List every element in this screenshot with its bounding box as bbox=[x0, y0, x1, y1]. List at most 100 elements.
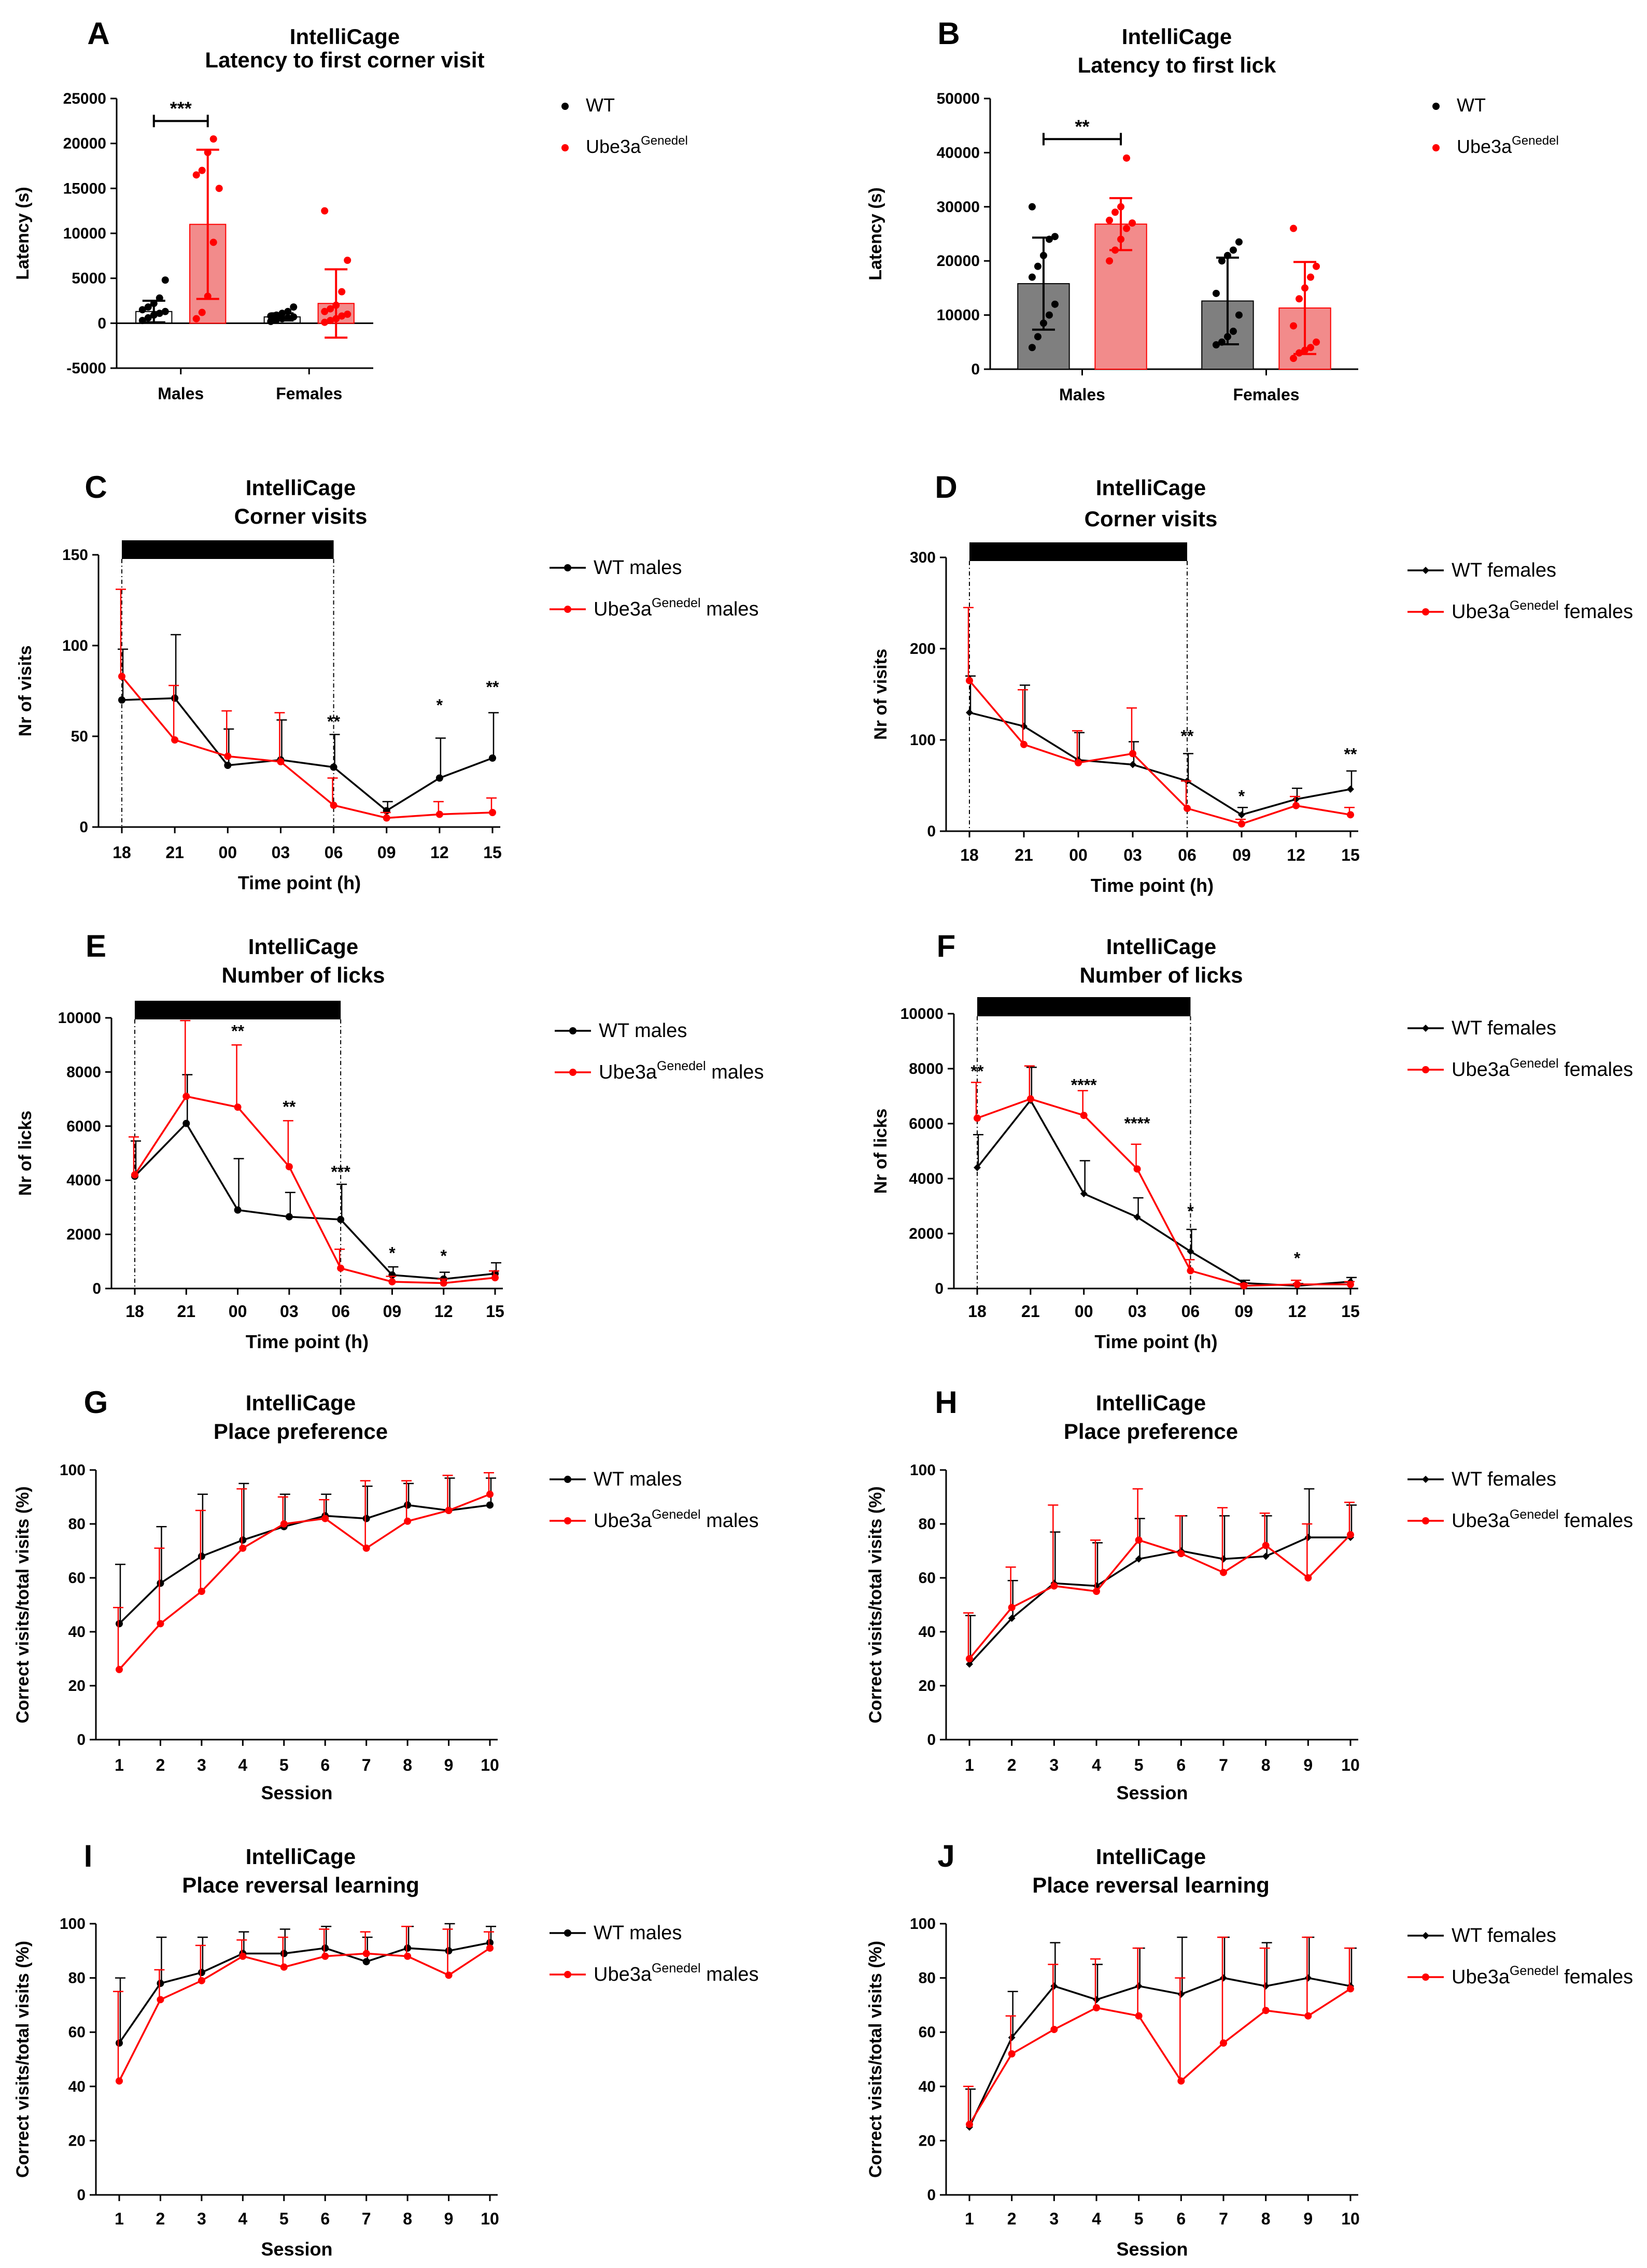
data-point bbox=[1220, 1569, 1227, 1576]
y-tick-label: 60 bbox=[919, 1570, 936, 1587]
data-point bbox=[491, 1274, 499, 1282]
data-point bbox=[321, 318, 329, 326]
data-point bbox=[150, 300, 158, 307]
y-tick-label: 8000 bbox=[66, 1063, 101, 1081]
legend-marker bbox=[564, 564, 571, 571]
y-tick-label: 60 bbox=[68, 1570, 86, 1587]
y-tick-label: 20 bbox=[68, 2132, 86, 2149]
data-point bbox=[489, 754, 496, 762]
data-point bbox=[362, 1950, 370, 1957]
data-point bbox=[1020, 722, 1027, 730]
panel-label: D bbox=[935, 470, 957, 505]
legend-name: Ube3a bbox=[1457, 136, 1512, 157]
panel-H: IntelliCage Place preference H Correct visi… bbox=[866, 1385, 1633, 1803]
y-tick-label: 20000 bbox=[937, 253, 980, 270]
legend-superscript: Genedel bbox=[1510, 1964, 1559, 1978]
x-tick-label: 2 bbox=[1007, 1756, 1017, 1774]
x-tick-label: 5 bbox=[279, 2209, 289, 2228]
legend-suffix: males bbox=[701, 1964, 759, 1985]
data-point bbox=[198, 1977, 205, 1984]
data-point bbox=[157, 1980, 164, 1987]
data-point bbox=[1220, 2039, 1227, 2047]
significance-stars: * bbox=[389, 1244, 396, 1263]
x-axis-label: Time point (h) bbox=[238, 872, 361, 893]
legend-label: Ube3aGenedel males bbox=[594, 1961, 758, 1985]
x-tick-label: 09 bbox=[377, 843, 396, 862]
data-point bbox=[486, 1490, 494, 1498]
y-tick-label: 20 bbox=[68, 1677, 86, 1695]
data-point bbox=[171, 694, 179, 702]
dark-phase-bar bbox=[122, 540, 334, 559]
data-point bbox=[280, 1520, 288, 1528]
data-point bbox=[278, 310, 286, 317]
data-point bbox=[1106, 216, 1114, 224]
legend-name: WT males bbox=[594, 1468, 682, 1490]
y-tick-label: -5000 bbox=[66, 360, 106, 377]
data-point bbox=[239, 1952, 247, 1960]
significance-stars: *** bbox=[331, 1163, 350, 1181]
x-tick-label: 15 bbox=[486, 1302, 504, 1321]
data-point bbox=[161, 307, 169, 315]
x-tick-label: Females bbox=[276, 384, 342, 403]
x-tick-label: 03 bbox=[1128, 1302, 1147, 1321]
x-tick-label: 21 bbox=[1021, 1302, 1040, 1321]
x-tick-label: 1 bbox=[965, 2209, 974, 2228]
x-tick-label: 10 bbox=[1341, 1756, 1360, 1774]
data-point bbox=[1313, 262, 1320, 270]
y-tick-label: 60 bbox=[68, 2024, 86, 2041]
legend-label: WT bbox=[1457, 94, 1486, 116]
x-tick-label: 18 bbox=[112, 843, 131, 862]
legend-label: WT females bbox=[1452, 559, 1556, 581]
legend-marker bbox=[1422, 1066, 1429, 1073]
data-point bbox=[215, 185, 223, 192]
data-point bbox=[966, 1655, 973, 1662]
data-point bbox=[144, 303, 152, 311]
data-point bbox=[338, 312, 346, 320]
series-line bbox=[118, 1493, 490, 1670]
y-tick-label: 0 bbox=[79, 819, 88, 836]
data-point bbox=[267, 317, 275, 325]
legend-marker bbox=[564, 1929, 571, 1937]
x-tick-label: 3 bbox=[1049, 2209, 1059, 2228]
legend-superscript: Genedel bbox=[652, 596, 701, 610]
legend-marker bbox=[1422, 1932, 1429, 1939]
data-point bbox=[234, 1206, 242, 1214]
x-tick-label: 03 bbox=[280, 1302, 299, 1321]
legend-name: WT females bbox=[1452, 1925, 1556, 1947]
series-line bbox=[968, 1536, 1350, 1665]
data-point bbox=[321, 307, 329, 315]
data-point bbox=[1034, 333, 1041, 341]
legend-marker bbox=[1432, 144, 1440, 151]
data-point bbox=[1133, 1213, 1141, 1221]
data-point bbox=[1075, 759, 1082, 766]
data-point bbox=[1039, 319, 1047, 327]
x-tick-label: 9 bbox=[444, 2209, 454, 2228]
data-point bbox=[435, 810, 443, 818]
x-tick-label: 21 bbox=[165, 843, 184, 862]
data-point bbox=[290, 303, 298, 311]
data-point bbox=[344, 257, 351, 264]
y-tick-label: 0 bbox=[935, 1280, 944, 1297]
y-tick-label: 80 bbox=[919, 1970, 936, 1987]
y-tick-label: 50000 bbox=[937, 90, 980, 107]
data-point bbox=[1220, 1974, 1227, 1982]
data-point bbox=[1051, 233, 1059, 241]
data-point bbox=[285, 1213, 293, 1221]
data-point bbox=[284, 314, 292, 321]
panel-B: IntelliCage Latency to first lick B Latency… bbox=[866, 16, 1559, 404]
data-point bbox=[1184, 805, 1191, 812]
legend-prefix: Ube3a bbox=[1452, 1966, 1510, 1988]
significance-stars: * bbox=[1294, 1249, 1301, 1267]
data-point bbox=[1212, 289, 1220, 297]
data-point bbox=[1050, 2025, 1058, 2033]
legend-label: Ube3aGenedel females bbox=[1452, 1056, 1633, 1081]
x-tick-label: 7 bbox=[362, 1756, 371, 1774]
data-point bbox=[116, 2077, 123, 2085]
data-point bbox=[198, 166, 206, 174]
series-line bbox=[134, 1095, 496, 1284]
data-point bbox=[209, 239, 217, 246]
data-point bbox=[1106, 257, 1114, 265]
data-point bbox=[150, 311, 158, 319]
y-tick-label: 40 bbox=[919, 1623, 936, 1641]
y-tick-label: 40 bbox=[68, 2078, 86, 2095]
